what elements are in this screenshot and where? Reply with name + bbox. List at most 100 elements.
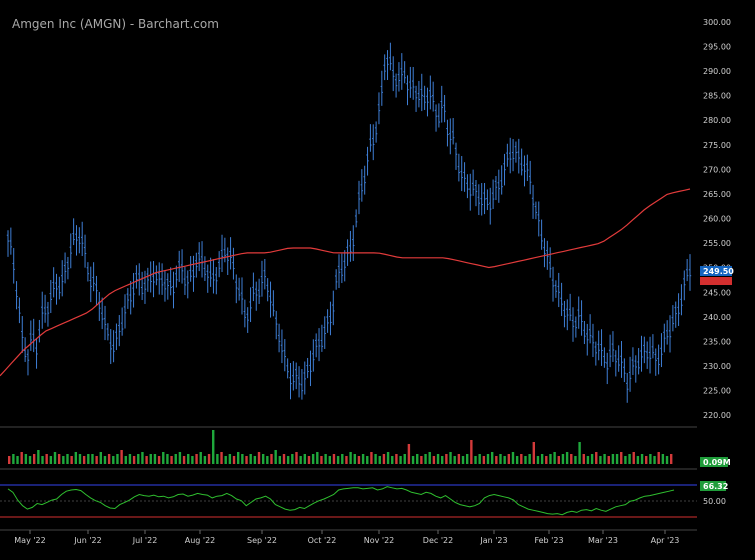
volume-bar [253,456,257,464]
volume-bar [374,454,377,464]
volume-bar [95,456,98,464]
price-tick: 270.00 [703,165,731,174]
volume-bar [99,452,102,464]
volume-bar [486,454,490,464]
volume-bar [245,456,248,464]
volume-bar [574,456,577,464]
volume-bar [24,454,28,464]
volume-bar [582,454,585,464]
volume-bar [411,456,415,464]
price-tick: 280.00 [703,116,731,125]
volume-bar [316,452,319,464]
last-price-badge: 249.50 [700,266,734,285]
x-tick-label: Nov '22 [364,536,395,545]
x-tick-label: Jul '22 [132,536,158,545]
volume-bar [228,454,232,464]
volume-bar [16,456,19,464]
volume-bar [178,452,182,464]
volume-bar [665,456,669,464]
volume-bar [366,456,369,464]
volume-bar [166,454,169,464]
volume-bar [145,456,148,464]
price-tick: 230.00 [703,362,731,371]
volume-bar [170,456,173,464]
volume-bar [32,454,36,464]
volume-bar [578,442,581,464]
volume-bar [70,456,73,464]
volume-bar [341,454,344,464]
volume-bar [249,454,252,464]
volume-bar [507,454,511,464]
volume-bar [261,454,265,464]
volume-bar [361,454,365,464]
volume-bar [220,452,223,464]
volume-bar [107,454,111,464]
rsi-value-label: 66.32 [703,482,728,491]
volume-bar [420,456,423,464]
price-tick: 295.00 [703,42,731,51]
volume-bar [657,452,660,464]
volume-bar [153,454,157,464]
volume-bar [549,454,552,464]
volume-bar [103,456,107,464]
volume-bar [303,454,307,464]
volume-bar [532,442,536,464]
rsi-line [7,486,675,516]
volume-bar [561,454,565,464]
volume-bar [461,456,465,464]
last-price-label: 249.50 [703,267,734,276]
volume-bar [157,456,161,464]
volume-bar [182,456,186,464]
volume-bar [112,456,115,464]
x-tick-label: Sep '22 [247,536,277,545]
volume-bar [236,452,240,464]
volume-bar [478,454,481,464]
volume-bar [636,456,640,464]
volume-bar [570,454,573,464]
price-tick: 300.00 [703,18,731,27]
volume-bar [607,456,610,464]
volume-bar [232,456,236,464]
price-axis: 300.00 295.00 290.00 285.00 280.00 275.00 270.… [703,18,731,420]
volume-bar [445,454,448,464]
volume-bar [349,452,352,464]
volume-bar [266,456,269,464]
volume-bar [195,454,198,464]
volume-bar [328,456,331,464]
volume-bar [474,456,477,464]
volume-bar [353,454,356,464]
volume-bar [124,456,127,464]
volume-bar [137,454,140,464]
volume-bar [453,456,456,464]
volume-bar [295,452,298,464]
price-tick: 245.00 [703,288,731,297]
volume-bar [120,450,123,464]
volume-bar [611,454,615,464]
rsi-mid-tick: 50.00 [703,497,726,506]
volume-bar [191,456,194,464]
volume-bar [91,454,94,464]
volume-bar [286,456,290,464]
volume-bar [307,456,311,464]
volume-bar [274,450,277,464]
volume-bar [649,454,652,464]
price-tick: 265.00 [703,190,731,199]
volume-bar [457,454,461,464]
price-tick: 255.00 [703,239,731,248]
volume-bar [224,456,227,464]
price-tick: 225.00 [703,387,731,396]
volume-bar [540,454,544,464]
x-axis: May '22 Jun '22 Jul '22 Aug '22 Sep '22 Oct '… [14,530,679,545]
volume-bar [278,456,282,464]
volume-bar [53,452,57,464]
volume-bar [524,456,527,464]
volume-bar [382,454,386,464]
volume-bar [320,456,323,464]
volume-bar [511,452,515,464]
volume-bar [640,454,644,464]
price-tick: 260.00 [703,215,731,224]
x-tick-label: Oct '22 [308,536,337,545]
price-tick: 220.00 [703,411,731,420]
last-price-badge-bg [700,266,732,276]
volume-bar [661,454,665,464]
